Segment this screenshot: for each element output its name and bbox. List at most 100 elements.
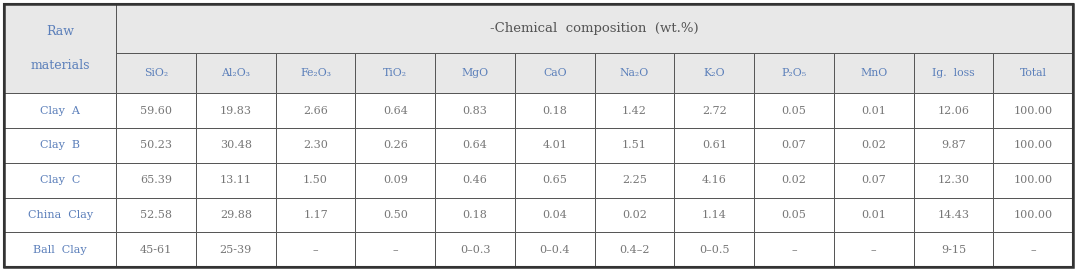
Text: 1.42: 1.42 [623,106,647,116]
Bar [116,53,196,93]
Text: 14.43: 14.43 [937,210,969,220]
Text: 0.18: 0.18 [543,106,568,116]
Bar [355,128,435,163]
Text: 0.04: 0.04 [543,210,568,220]
Bar [116,163,196,198]
Bar [993,53,1073,93]
Bar [993,93,1073,128]
Text: 0.26: 0.26 [382,140,408,150]
Bar [674,93,754,128]
Bar [116,93,196,128]
Text: 29.88: 29.88 [220,210,252,220]
Bar [913,163,993,198]
Text: Clay  C: Clay C [40,175,81,185]
Bar [993,232,1073,267]
Bar [196,198,276,232]
Bar [116,232,196,267]
Bar [674,232,754,267]
Bar [435,163,515,198]
Text: Raw

materials: Raw materials [30,25,89,72]
Bar [435,93,515,128]
Text: 0.02: 0.02 [623,210,647,220]
Bar [276,232,355,267]
Text: 12.06: 12.06 [937,106,969,116]
Text: 0.01: 0.01 [862,210,886,220]
Bar [993,128,1073,163]
Bar [674,198,754,232]
Text: 0.02: 0.02 [782,175,807,185]
Text: 0.50: 0.50 [382,210,408,220]
Bar [116,128,196,163]
Text: 12.30: 12.30 [937,175,969,185]
Bar [196,93,276,128]
Bar [515,53,595,93]
Bar [276,128,355,163]
Bar [355,163,435,198]
Text: 100.00: 100.00 [1013,140,1052,150]
Bar [435,128,515,163]
Bar [674,128,754,163]
Text: Fe₂O₃: Fe₂O₃ [300,68,331,78]
Text: SiO₂: SiO₂ [144,68,168,78]
Bar [834,232,913,267]
Bar [515,198,595,232]
Bar [4,93,116,128]
Text: –: – [1031,245,1036,255]
Bar [913,232,993,267]
Bar [834,93,913,128]
Text: 4.01: 4.01 [543,140,568,150]
Text: 2.25: 2.25 [623,175,647,185]
Bar [754,163,834,198]
Text: Ig.  loss: Ig. loss [932,68,975,78]
Text: 59.60: 59.60 [140,106,172,116]
Text: 100.00: 100.00 [1013,210,1052,220]
Text: 0.07: 0.07 [782,140,807,150]
Text: Ball  Clay: Ball Clay [33,245,87,255]
Bar [754,93,834,128]
Bar [674,163,754,198]
Text: 9.87: 9.87 [941,140,966,150]
Bar [754,232,834,267]
Bar [355,232,435,267]
Text: 0.18: 0.18 [463,210,488,220]
Text: 13.11: 13.11 [220,175,252,185]
Text: CaO: CaO [543,68,567,78]
Bar [913,93,993,128]
Text: 0.46: 0.46 [463,175,488,185]
Text: 0.01: 0.01 [862,106,886,116]
Bar [355,198,435,232]
Bar [435,232,515,267]
Text: 0.02: 0.02 [862,140,886,150]
Bar [515,128,595,163]
Bar [276,163,355,198]
Bar [515,232,595,267]
Bar [595,198,674,232]
Text: 0.07: 0.07 [862,175,886,185]
Bar [515,93,595,128]
Bar [116,4,1073,53]
Text: Clay  A: Clay A [40,106,80,116]
Bar [355,93,435,128]
Text: 30.48: 30.48 [220,140,252,150]
Bar [913,53,993,93]
Text: 9-15: 9-15 [941,245,966,255]
Bar [834,163,913,198]
Bar [355,53,435,93]
Text: 2.30: 2.30 [303,140,328,150]
Text: 19.83: 19.83 [220,106,252,116]
Text: 4.16: 4.16 [702,175,727,185]
Bar [913,198,993,232]
Text: 0–0.3: 0–0.3 [460,245,490,255]
Bar [276,198,355,232]
Text: 0–0.4: 0–0.4 [540,245,570,255]
Text: –: – [871,245,877,255]
Text: 1.50: 1.50 [303,175,328,185]
Text: 45-61: 45-61 [140,245,172,255]
Bar [276,93,355,128]
Bar [196,232,276,267]
Text: 0.09: 0.09 [382,175,408,185]
Text: 25-39: 25-39 [220,245,252,255]
Bar [4,232,116,267]
Bar [834,128,913,163]
Text: 0.64: 0.64 [382,106,408,116]
